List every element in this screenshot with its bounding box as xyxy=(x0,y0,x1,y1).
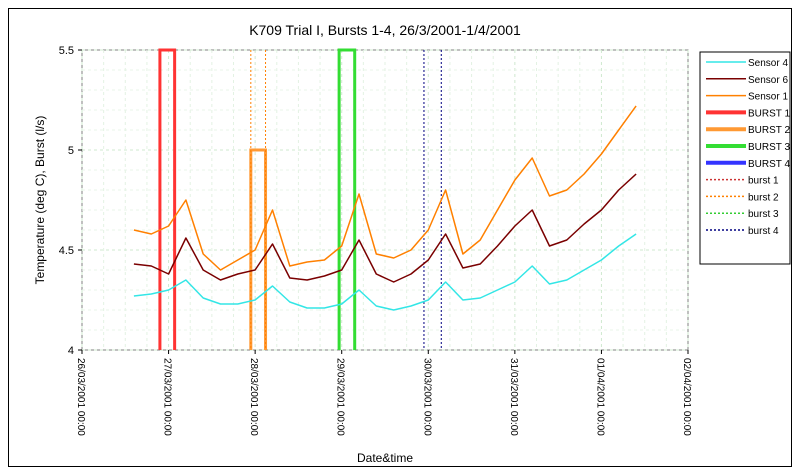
series-line-sensor-6 xyxy=(133,173,637,283)
legend-label: BURST 2 xyxy=(748,125,790,136)
legend-items: Sensor 4 Sensor 6 Sensor 1 BURST 1 BURST 2 BU… xyxy=(706,58,790,237)
series-line-sensor-4 xyxy=(133,233,637,311)
x-axis-ticks: 26/03/2001 00:00 27/03/2001 00:00 28/03/20… xyxy=(75,350,692,436)
x-tick-label: 31/03/2001 00:00 xyxy=(508,358,519,436)
burst-pulse-burst-3 xyxy=(337,48,357,350)
y-tick-label: 4 xyxy=(68,345,74,357)
x-tick-label: 01/04/2001 00:00 xyxy=(594,358,605,436)
x-tick-label: 26/03/2001 00:00 xyxy=(75,358,86,436)
burst-pulse-burst-1 xyxy=(158,48,177,350)
x-tick-label: 28/03/2001 00:00 xyxy=(248,358,259,436)
legend-label: BURST 4 xyxy=(748,159,790,170)
legend-label: burst 4 xyxy=(748,226,779,237)
x-axis-label: Date&time xyxy=(357,451,413,465)
legend-label: burst 1 xyxy=(748,176,779,187)
legend-label: BURST 1 xyxy=(748,108,790,119)
y-tick-label: 5.5 xyxy=(59,45,74,57)
legend-label: Sensor 4 xyxy=(748,58,788,69)
legend: Sensor 4 Sensor 6 Sensor 1 BURST 1 BURST 2 BU… xyxy=(699,51,791,265)
y-tick-label: 4.5 xyxy=(59,245,74,257)
x-tick-label: 29/03/2001 00:00 xyxy=(335,358,346,436)
series-layer xyxy=(133,105,637,311)
legend-label: Sensor 6 xyxy=(748,75,788,86)
legend-label: BURST 3 xyxy=(748,142,790,153)
y-tick-label: 5 xyxy=(68,145,74,157)
x-tick-label: 27/03/2001 00:00 xyxy=(162,358,173,436)
legend-label: Sensor 1 xyxy=(748,92,788,103)
x-tick-label: 30/03/2001 00:00 xyxy=(421,358,432,436)
grid-lines xyxy=(81,49,689,351)
chart-title: K709 Trial I, Bursts 1-4, 26/3/2001-1/4/… xyxy=(249,22,521,38)
y-axis-label: Temperature (deg C), Burst (l/s) xyxy=(33,116,47,285)
y-axis-ticks: 4 4.5 5 5.5 xyxy=(59,45,82,357)
series-line-sensor-1 xyxy=(133,105,637,271)
legend-label: burst 2 xyxy=(748,192,779,203)
x-tick-label: 02/04/2001 00:00 xyxy=(681,358,692,436)
legend-box xyxy=(699,51,791,265)
legend-label: burst 3 xyxy=(748,209,779,220)
